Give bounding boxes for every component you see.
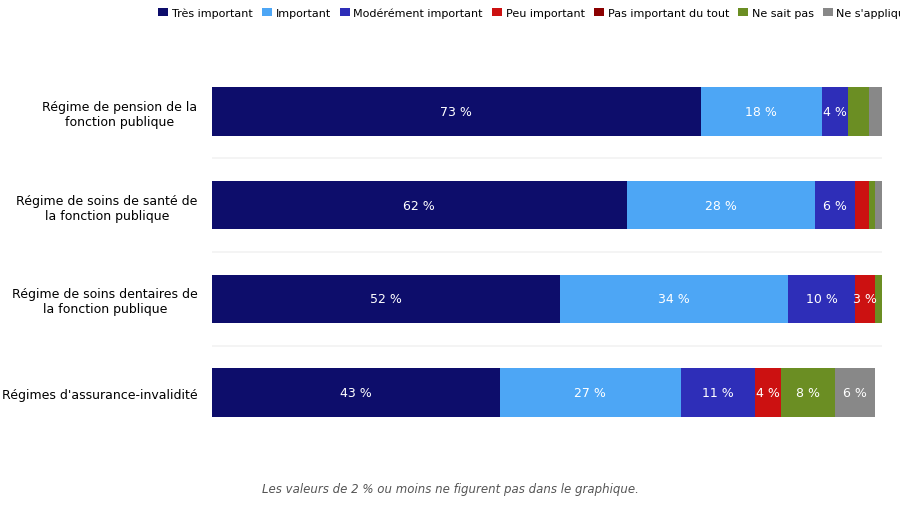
Text: 62 %: 62 % <box>403 199 436 212</box>
Bar <box>212 88 701 136</box>
Text: 6 %: 6 % <box>824 199 847 212</box>
Bar <box>560 275 788 324</box>
Bar <box>212 369 500 417</box>
Text: 10 %: 10 % <box>806 293 838 306</box>
Bar <box>788 275 855 324</box>
Bar <box>855 181 868 230</box>
Text: Les valeurs de 2 % ou moins ne figurent pas dans le graphique.: Les valeurs de 2 % ou moins ne figurent … <box>262 482 638 495</box>
Text: 28 %: 28 % <box>705 199 737 212</box>
Bar <box>855 275 876 324</box>
Bar <box>701 88 822 136</box>
Bar <box>815 181 855 230</box>
Bar <box>868 181 876 230</box>
Text: 6 %: 6 % <box>843 386 867 399</box>
Text: 18 %: 18 % <box>745 106 778 119</box>
Bar <box>835 369 876 417</box>
Text: 4 %: 4 % <box>824 106 847 119</box>
Text: 11 %: 11 % <box>702 386 733 399</box>
Text: 8 %: 8 % <box>796 386 820 399</box>
Text: 52 %: 52 % <box>370 293 401 306</box>
Bar <box>876 275 882 324</box>
Bar <box>822 88 849 136</box>
Bar <box>500 369 681 417</box>
Text: 34 %: 34 % <box>658 293 690 306</box>
Bar <box>849 88 868 136</box>
Text: 43 %: 43 % <box>340 386 372 399</box>
Text: 3 %: 3 % <box>853 293 878 306</box>
Text: 27 %: 27 % <box>574 386 607 399</box>
Bar <box>781 369 835 417</box>
Bar <box>212 181 627 230</box>
Text: 73 %: 73 % <box>440 106 472 119</box>
Bar <box>627 181 815 230</box>
Legend: Très important, Important, Modérément important, Peu important, Pas important du: Très important, Important, Modérément im… <box>158 9 900 19</box>
Bar <box>681 369 754 417</box>
Bar <box>754 369 781 417</box>
Bar <box>868 88 882 136</box>
Text: 4 %: 4 % <box>756 386 780 399</box>
Bar <box>212 275 560 324</box>
Bar <box>876 181 882 230</box>
